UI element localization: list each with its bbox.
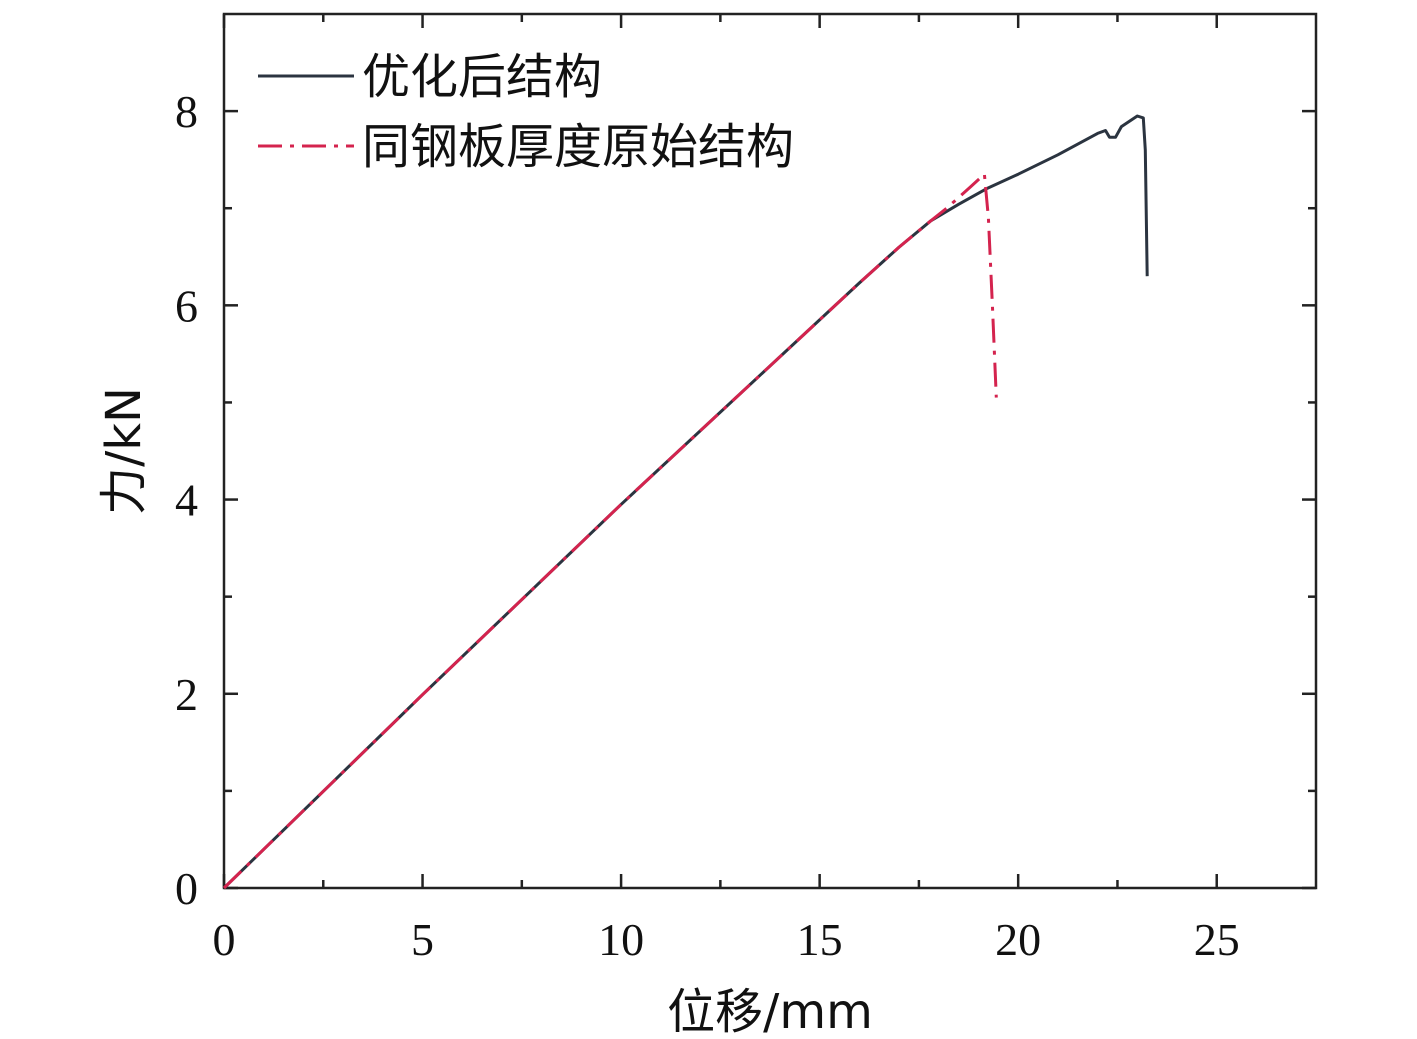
axis-tick-labels: 0 5 10 15 20 25 0 2 4 6 8: [175, 86, 1240, 965]
x-axis-title: 位移/mm: [667, 984, 873, 1039]
plot-frame: [222, 12, 1318, 890]
series-line-0: [222, 114, 1149, 890]
y-tick-label: 0: [175, 863, 198, 914]
y-tick-label: 6: [175, 280, 198, 331]
y-tick-label: 2: [175, 669, 198, 720]
x-tick-label: 5: [411, 914, 434, 965]
y-tick-label: 8: [175, 86, 198, 137]
x-tick-label: 20: [995, 914, 1041, 965]
series-line-1: [222, 172, 998, 890]
x-tick-label: 15: [797, 914, 843, 965]
y-axis-title: 力/kN: [96, 387, 152, 515]
legend: 优化后结构 同钢板厚度原始结构: [258, 49, 794, 175]
series-lines: [222, 114, 1149, 890]
x-tick-label: 10: [598, 914, 644, 965]
legend-label-original: 同钢板厚度原始结构: [362, 119, 794, 175]
legend-label-optimized: 优化后结构: [362, 49, 602, 105]
x-tick-label: 0: [213, 914, 236, 965]
x-tick-label: 25: [1194, 914, 1240, 965]
axis-ticks: [222, 14, 1316, 890]
y-tick-label: 4: [175, 475, 198, 526]
